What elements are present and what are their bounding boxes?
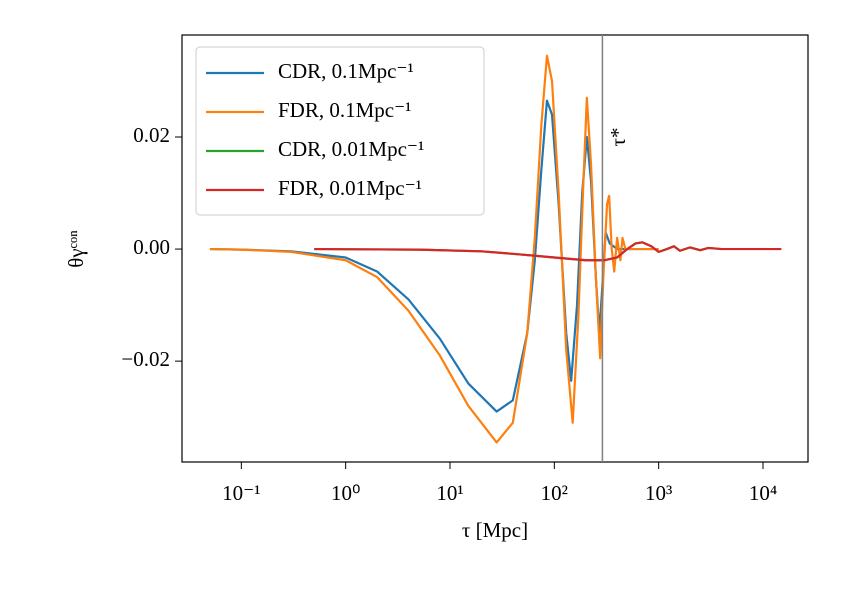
legend-label: CDR, 0.01Mpc⁻¹ bbox=[278, 137, 424, 161]
y-tick-label: −0.02 bbox=[121, 347, 170, 371]
x-tick-label: 10⁻¹ bbox=[222, 481, 260, 505]
y-tick-label: 0.02 bbox=[133, 123, 170, 147]
series-line bbox=[209, 99, 659, 413]
reference-label: τ* bbox=[606, 128, 630, 147]
x-tick-label: 10⁴ bbox=[749, 481, 777, 505]
x-tick-label: 10² bbox=[541, 481, 568, 505]
legend-label: CDR, 0.1Mpc⁻¹ bbox=[278, 59, 414, 83]
y-axis-label: θγᶜᵒⁿ bbox=[64, 230, 88, 268]
legend-label: FDR, 0.1Mpc⁻¹ bbox=[278, 98, 411, 122]
x-tick-label: 10³ bbox=[645, 481, 672, 505]
legend-label: FDR, 0.01Mpc⁻¹ bbox=[278, 176, 422, 200]
plot-frame bbox=[181, 34, 809, 463]
series-line bbox=[314, 241, 782, 262]
series-line bbox=[209, 54, 659, 444]
x-axis-label: τ [Mpc] bbox=[462, 518, 528, 542]
x-tick-label: 10⁰ bbox=[331, 481, 360, 505]
y-tick-label: 0.00 bbox=[133, 235, 170, 259]
x-tick-label: 10¹ bbox=[436, 481, 463, 505]
legend-box bbox=[195, 46, 485, 216]
